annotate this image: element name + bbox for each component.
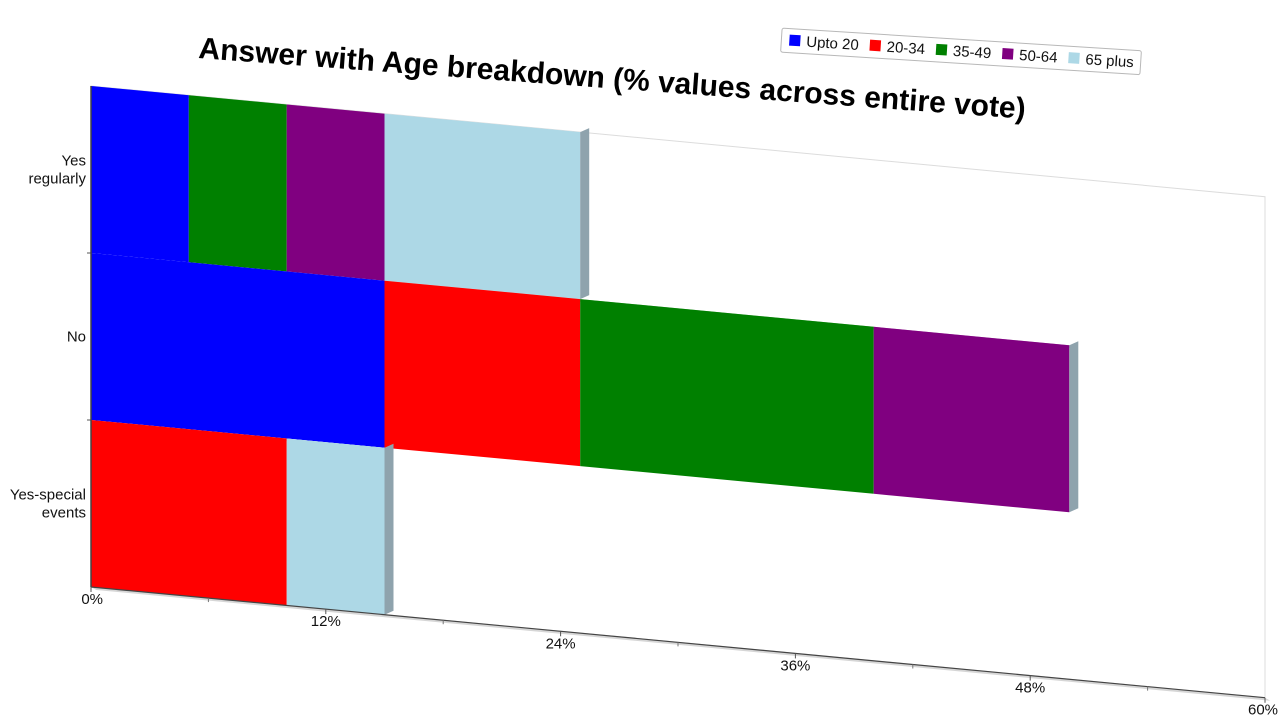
x-tick-label: 36% — [780, 657, 810, 674]
bar-segment — [188, 95, 287, 272]
legend-label: 65 plus — [1085, 51, 1134, 71]
bar-segment — [384, 113, 581, 300]
legend-label: Upto 20 — [806, 34, 860, 54]
bar-side-face — [1069, 341, 1079, 513]
legend-label: 35-49 — [952, 43, 991, 62]
x-tick-label: 12% — [311, 613, 341, 630]
legend-swatch — [935, 43, 948, 56]
x-tick-label: 0% — [81, 591, 103, 608]
bar-segment — [286, 104, 385, 281]
category-label: No — [67, 329, 86, 346]
bar-segment — [91, 420, 287, 606]
legend-label: 20-34 — [886, 39, 925, 58]
bar-segment — [91, 86, 189, 263]
bar-segment — [580, 299, 874, 494]
legend-swatch — [869, 39, 882, 52]
category-label: Yes regularly — [28, 153, 86, 188]
legend-swatch — [1068, 52, 1080, 64]
bar-side-face — [384, 443, 394, 615]
x-tick-label: 24% — [546, 635, 576, 652]
legend-label: 50-64 — [1019, 47, 1058, 66]
x-tick-label: 48% — [1015, 680, 1045, 697]
bar-segment — [873, 326, 1070, 513]
category-label: Yes-special events — [10, 487, 86, 522]
legend-swatch — [789, 34, 801, 47]
bar-segment — [384, 280, 581, 467]
x-tick-label: 60% — [1248, 702, 1278, 719]
chart-floor — [91, 587, 1271, 701]
legend: Upto 20 20-34 35-49 50-64 65 plus — [780, 27, 1142, 76]
legend-swatch — [1001, 48, 1014, 60]
bar-segment — [91, 253, 385, 448]
bars-layer — [91, 86, 1079, 615]
bar-side-face — [580, 128, 590, 300]
bar-segment — [286, 438, 385, 615]
axes: Yes regularly No Yes-special events 0% 12% 24% 3… — [10, 86, 1278, 719]
